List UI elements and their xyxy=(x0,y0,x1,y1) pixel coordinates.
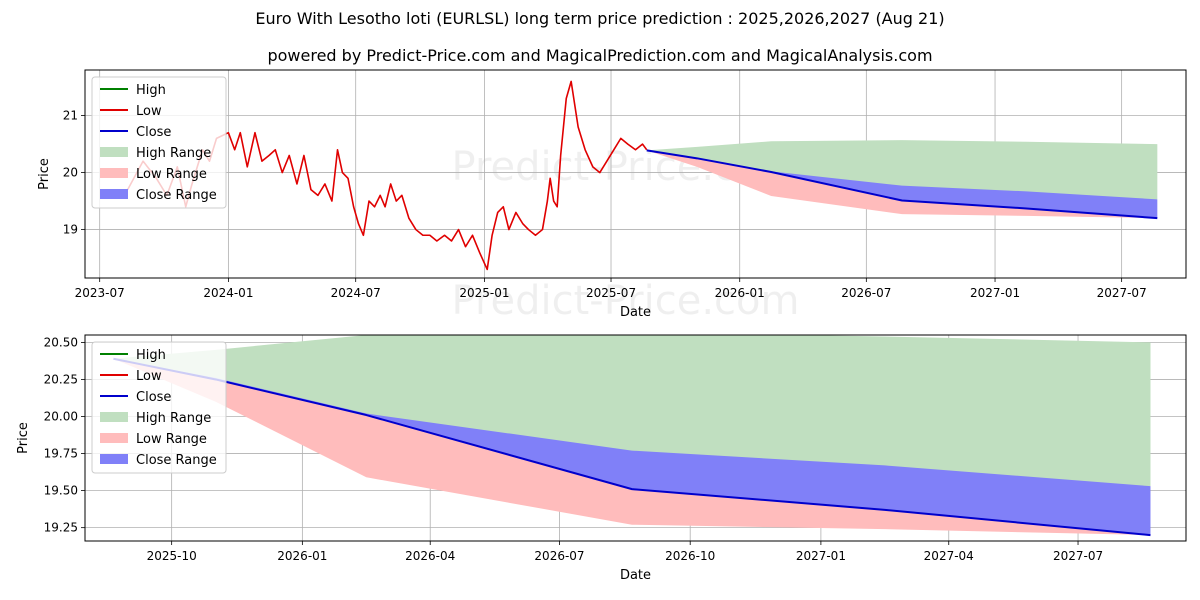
legend-label: Low Range xyxy=(136,432,207,447)
legend-label: Low Range xyxy=(136,167,207,182)
x-tick-label: 2026-01 xyxy=(277,549,327,563)
x-axis-label: Date xyxy=(620,568,651,583)
legend-label: Close Range xyxy=(136,453,217,468)
legend-label: Close xyxy=(136,390,171,405)
legend-label: High xyxy=(136,348,166,363)
legend-label: High Range xyxy=(136,411,211,426)
x-tick-label: 2023-07 xyxy=(75,286,125,300)
x-axis-label: Date xyxy=(620,305,651,320)
close-range-band xyxy=(113,358,1151,536)
y-tick-label: 19.25 xyxy=(44,521,78,535)
legend-swatch xyxy=(100,412,128,422)
close-price-line xyxy=(646,149,1158,220)
legend-swatch xyxy=(100,189,128,199)
x-tick-label: 2027-01 xyxy=(970,286,1020,300)
x-tick-label: 2025-01 xyxy=(459,286,509,300)
y-tick-label: 19.75 xyxy=(44,447,78,461)
y-tick-label: 20.00 xyxy=(44,410,78,424)
x-tick-label: 2027-07 xyxy=(1097,286,1147,300)
y-tick-label: 21 xyxy=(63,109,78,123)
legend-label: Low xyxy=(136,369,162,384)
series-group xyxy=(113,335,1151,537)
x-tick-label: 2026-07 xyxy=(534,549,584,563)
legend-label: Close xyxy=(136,125,171,140)
legend-swatch xyxy=(100,147,128,157)
plot-top: Predict-Price.comPredict-Price.com2023-0… xyxy=(37,69,1187,324)
y-tick-label: 20 xyxy=(63,166,78,180)
x-tick-label: 2026-10 xyxy=(665,549,715,563)
low-price-line xyxy=(126,80,648,271)
x-tick-label: 2027-01 xyxy=(796,549,846,563)
y-tick-label: 19 xyxy=(63,223,78,237)
y-tick-label: 20.50 xyxy=(44,335,78,349)
axes-frame xyxy=(84,334,1187,542)
x-tick-label: 2025-10 xyxy=(147,549,197,563)
legend-label: Close Range xyxy=(136,188,217,203)
y-tick-label: 20.25 xyxy=(44,372,78,386)
watermark-text: Predict-Price.com xyxy=(452,278,800,324)
low-range-band xyxy=(646,150,1158,219)
x-tick-label: 2027-07 xyxy=(1053,549,1103,563)
y-axis-label: Price xyxy=(16,422,31,454)
x-tick-label: 2024-01 xyxy=(203,286,253,300)
series-group xyxy=(126,80,1158,271)
x-tick-label: 2026-07 xyxy=(841,286,891,300)
legend-label: Low xyxy=(136,104,162,119)
close-range-band xyxy=(646,150,1158,219)
legend-swatch xyxy=(100,454,128,464)
x-tick-label: 2025-07 xyxy=(586,286,636,300)
legend-label: High Range xyxy=(136,146,211,161)
y-tick-label: 19.50 xyxy=(44,484,78,498)
legend-label: High xyxy=(136,83,166,98)
legend-swatch xyxy=(100,168,128,178)
plot-bottom: Predict-Price.com2025-102026-012026-0420… xyxy=(16,334,1187,583)
y-axis-label: Price xyxy=(37,158,52,190)
x-tick-label: 2024-07 xyxy=(331,286,381,300)
high-range-band xyxy=(646,140,1158,209)
x-tick-label: 2026-04 xyxy=(405,549,455,563)
low-range-band xyxy=(113,358,1151,536)
chart-title: Euro With Lesotho loti (EURLSL) long ter… xyxy=(255,9,945,28)
axes-frame xyxy=(84,69,1187,279)
chart-subtitle: powered by Predict-Price.com and Magical… xyxy=(267,46,933,65)
x-tick-label: 2026-01 xyxy=(715,286,765,300)
x-tick-label: 2027-04 xyxy=(924,549,974,563)
legend-swatch xyxy=(100,433,128,443)
